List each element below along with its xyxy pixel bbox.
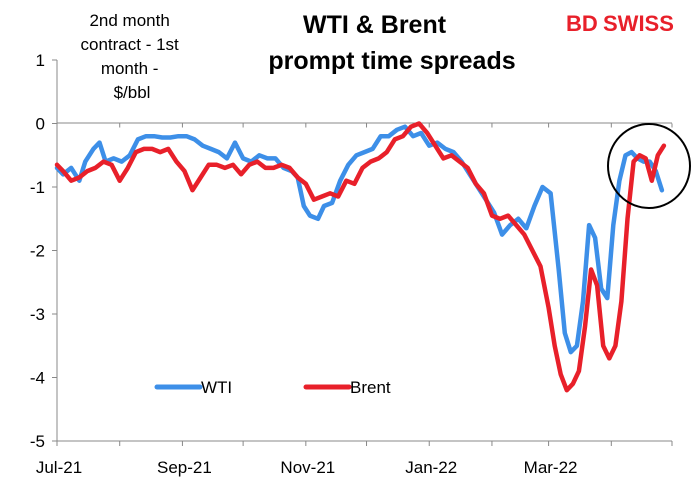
series-line-wti: [54, 124, 665, 355]
y-tick-label: -2: [30, 242, 45, 261]
x-tick-label: Jul-21: [36, 458, 82, 477]
x-ticks: Jul-21 Sep-21 Nov-21 Jan-22 Mar-22: [36, 123, 673, 477]
legend-label-wti: WTI: [201, 378, 232, 397]
bdswiss-logo: BD SWISS: [566, 11, 674, 36]
y-tick-label: 0: [36, 115, 45, 134]
chart-title: WTI & Brent prompt time spreads: [268, 11, 515, 75]
legend-label-brent: Brent: [350, 378, 391, 397]
series-line-brent: [54, 121, 667, 393]
y-tick-label: -1: [30, 178, 45, 197]
logo-part-bd: BD: [566, 11, 598, 36]
y-axis-label: 2nd month contract - 1st month - $/bbl: [81, 11, 184, 102]
x-tick-label: Mar-22: [524, 458, 578, 477]
legend: WTI Brent: [154, 378, 391, 397]
y-tick-label: 1: [36, 51, 45, 70]
logo-part-swiss: SWISS: [603, 11, 674, 36]
x-tick-label: Jan-22: [405, 458, 457, 477]
y-tick-label: -4: [30, 369, 45, 388]
series-lines: [54, 121, 667, 393]
x-tick-label: Nov-21: [280, 458, 335, 477]
x-tick-label: Sep-21: [157, 458, 212, 477]
y-tick-label: -5: [30, 432, 45, 451]
y-tick-label: -3: [30, 305, 45, 324]
y-ticks: 1 0 -1 -2 -3 -4 -5: [30, 51, 57, 451]
highlight-circle: [607, 123, 691, 209]
